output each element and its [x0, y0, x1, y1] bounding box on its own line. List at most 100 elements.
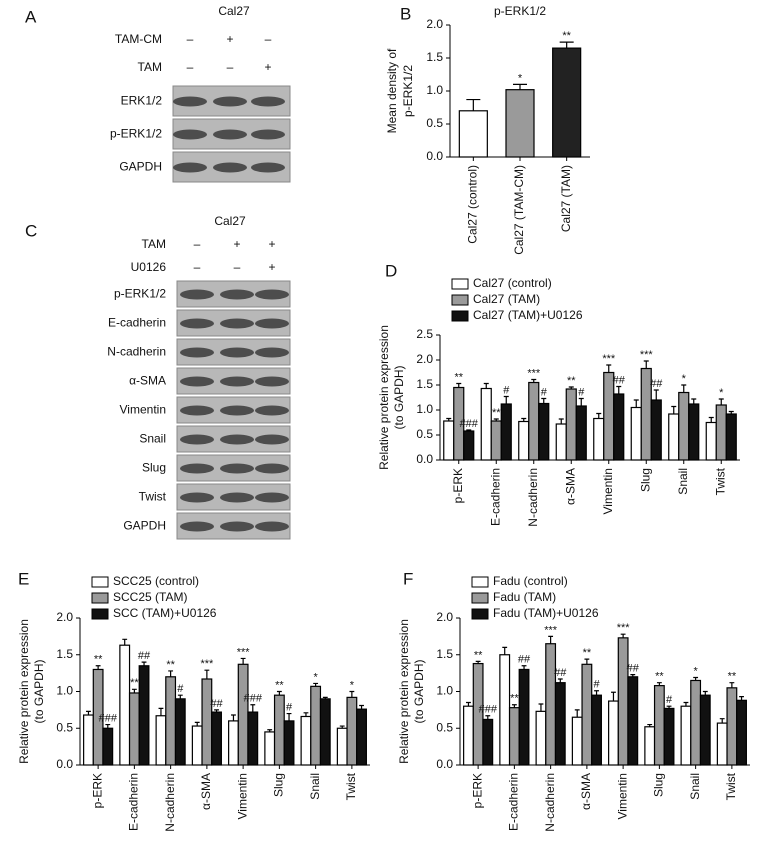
significance-label: ### [244, 693, 263, 705]
bar [627, 676, 639, 766]
error-bar [671, 405, 677, 414]
y-tick-label: 1.0 [416, 402, 433, 416]
x-tick-label: Twist [724, 772, 738, 800]
x-tick-label: p-ERK [451, 468, 465, 503]
significance-label: ** [94, 654, 103, 666]
error-bar [204, 669, 210, 680]
y-tick-label: 2.0 [56, 610, 73, 624]
condition-sign: + [264, 60, 271, 74]
blot-row-label: ERK1/2 [121, 94, 163, 108]
y-axis-label: Mean density of [385, 48, 399, 133]
x-tick-label: Vimentin [601, 468, 615, 514]
error-bar [538, 703, 544, 712]
error-bar [568, 386, 574, 389]
bar [508, 707, 520, 766]
condition-sign: – [194, 237, 201, 251]
blot-band [213, 129, 247, 140]
bar [716, 722, 728, 766]
blot-band [255, 463, 289, 474]
significance-label: ## [650, 378, 663, 390]
significance-label: # [593, 679, 600, 691]
significance-label: ** [275, 679, 284, 691]
bar [555, 423, 567, 461]
blot-band [180, 405, 214, 416]
significance-label: ** [492, 407, 501, 419]
error-bar [691, 398, 697, 404]
bar [518, 420, 530, 461]
error-bar [313, 682, 319, 687]
y-tick-label: 0.0 [416, 452, 433, 466]
bar [165, 676, 177, 766]
error-bar [647, 723, 653, 727]
x-tick-label: Cal27 (TAM) [559, 165, 573, 232]
significance-label: *** [602, 353, 616, 365]
bar [575, 405, 587, 461]
x-tick-label: E-cadherin [507, 773, 521, 831]
error-bar [286, 712, 292, 721]
x-tick-label: Cal27 (control) [466, 165, 480, 244]
error-bar [521, 417, 527, 422]
blot-band [173, 129, 207, 140]
error-bar [596, 412, 602, 419]
error-bar [739, 696, 744, 701]
significance-label: ** [728, 671, 737, 683]
significance-label: *** [617, 622, 631, 634]
error-bar [594, 690, 599, 696]
legend-label: Cal27 (TAM) [473, 292, 540, 306]
y-tick-label: 2.0 [426, 17, 443, 31]
error-bar [681, 384, 687, 393]
blot-band [180, 463, 214, 474]
bar [247, 711, 259, 766]
y-tick-label: 0.5 [436, 720, 453, 734]
x-tick-label: p-ERK [90, 773, 104, 808]
bar [499, 654, 511, 766]
bar [119, 644, 131, 766]
y-tick-label: 1.0 [436, 684, 453, 698]
significance-label: ## [627, 663, 640, 675]
condition-sign: – [187, 60, 194, 74]
blot-row-label: p-ERK1/2 [110, 127, 162, 141]
panel-letter: A [25, 7, 37, 26]
legend-swatch [451, 278, 469, 290]
condition-sign: – [194, 260, 201, 274]
bar [443, 420, 455, 461]
error-bar [456, 382, 462, 388]
blot-row-label: Snail [139, 432, 166, 446]
bar [535, 710, 547, 766]
blot-row-label: Slug [142, 461, 166, 475]
error-bar [606, 364, 612, 373]
y-tick-label: 0.5 [416, 427, 433, 441]
blot-band [255, 434, 289, 445]
blot-band [213, 162, 247, 173]
bar [518, 668, 530, 766]
error-bar [557, 678, 563, 683]
bar [128, 692, 140, 766]
x-tick-label: α-SMA [563, 468, 577, 505]
bar [356, 708, 367, 766]
blot-band [220, 521, 254, 532]
y-tick-label: 1.5 [56, 647, 73, 661]
x-tick-label: Snail [308, 773, 322, 800]
blot-band [180, 521, 214, 532]
error-bar [708, 416, 714, 423]
blot-title: Cal27 [218, 4, 250, 18]
condition-sign: – [187, 32, 194, 46]
error-bar [693, 676, 699, 681]
error-bar [466, 701, 471, 707]
bar [650, 399, 662, 461]
error-bar [349, 690, 355, 698]
significance-label: ## [210, 698, 223, 710]
bar [174, 698, 186, 766]
blot-band [255, 376, 289, 387]
error-bar [158, 707, 164, 716]
error-bar [584, 658, 590, 665]
bar [482, 718, 494, 766]
bar [463, 430, 475, 461]
y-tick-label: 1.0 [56, 684, 73, 698]
panel-letter: E [18, 569, 29, 588]
legend-label: Fadu (control) [493, 574, 568, 588]
significance-label: ** [454, 371, 463, 383]
bar [264, 731, 276, 766]
significance-label: ** [583, 647, 592, 659]
